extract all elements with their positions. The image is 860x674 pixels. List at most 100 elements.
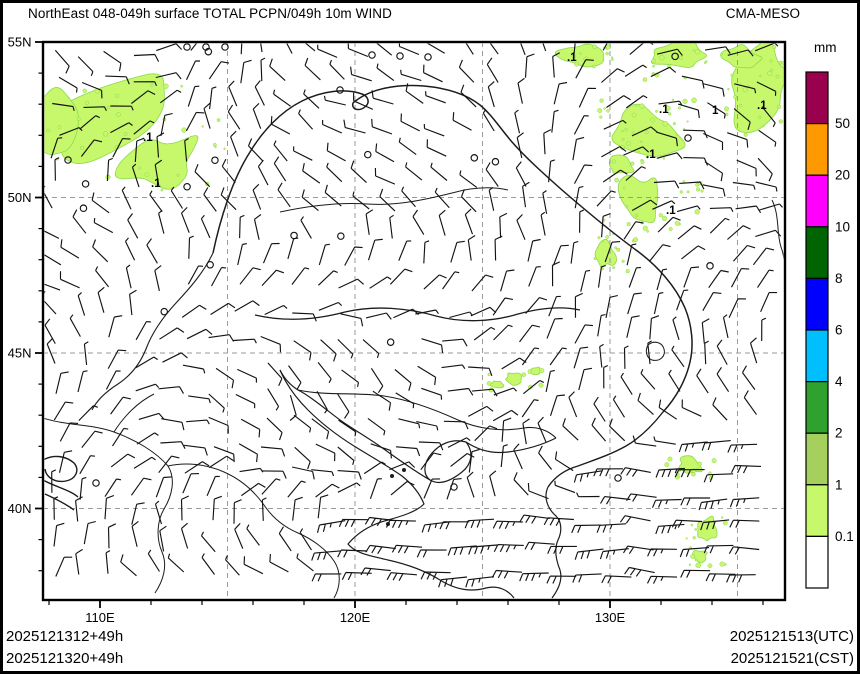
coastline-path <box>279 187 509 213</box>
wind-barb <box>44 318 56 344</box>
wind-barb <box>239 267 261 285</box>
wind-barb <box>421 338 444 353</box>
coastline-path <box>645 341 665 361</box>
wind-barb <box>293 414 312 433</box>
precip-speckle <box>623 186 626 189</box>
wind-barb <box>492 520 523 529</box>
wind-barb <box>323 95 346 106</box>
wind-barb <box>698 498 728 511</box>
wind-barb <box>649 315 660 340</box>
contour-label: .1 <box>646 149 656 161</box>
wind-barb <box>734 83 757 94</box>
wind-barb <box>131 90 156 104</box>
wind-barb <box>230 130 239 157</box>
wind-barb <box>649 244 671 262</box>
wind-barb <box>154 500 163 525</box>
wind-barb <box>112 138 131 158</box>
wind-barb <box>547 545 577 554</box>
wind-barb <box>624 566 655 577</box>
wind-barb <box>434 187 450 209</box>
wind-barb <box>712 397 728 421</box>
wind-barb <box>400 69 422 82</box>
wind-barb <box>625 166 646 181</box>
wind-barb <box>261 470 287 479</box>
wind-barb <box>597 265 606 288</box>
precip-speckle <box>678 55 683 60</box>
wind-barb <box>376 63 395 82</box>
colorbar-tick-label: 50 <box>835 116 850 131</box>
wind-barb <box>657 216 681 233</box>
precip-speckle <box>574 61 579 67</box>
precip-speckle <box>539 367 545 374</box>
coastline-path <box>212 84 693 413</box>
wind-barb <box>727 443 758 453</box>
precip-speckle <box>614 177 619 183</box>
wind-barb <box>672 316 680 340</box>
wind-barb <box>130 477 152 496</box>
wind-barb <box>182 473 200 494</box>
wind-barb <box>326 162 343 183</box>
wind-barb <box>294 446 311 470</box>
wind-barb <box>362 339 380 358</box>
coastline-path <box>44 417 173 594</box>
precip-speckle <box>758 115 762 119</box>
wind-barb <box>105 550 111 574</box>
wind-barb <box>147 549 160 572</box>
precip-speckle <box>694 209 700 215</box>
precip-speckle <box>694 558 698 562</box>
colorbar-segment <box>805 432 829 486</box>
wind-barb <box>206 475 220 497</box>
precip-speckle <box>144 172 150 177</box>
wind-barb <box>551 109 559 133</box>
precip-speckle <box>599 98 604 103</box>
wind-barb <box>527 238 541 262</box>
wind-barb <box>95 266 110 288</box>
calm-wind-circle <box>202 43 210 51</box>
wind-barb <box>426 43 445 54</box>
wind-barb <box>54 49 70 74</box>
wind-barb <box>350 66 372 82</box>
wind-barb <box>389 214 394 239</box>
wind-barb <box>136 432 159 445</box>
wind-barb <box>486 57 499 83</box>
wind-barb <box>389 268 413 285</box>
precip-speckle <box>592 44 597 50</box>
wind-barb <box>288 365 302 390</box>
wind-barb <box>228 80 238 107</box>
wind-barb <box>273 140 288 162</box>
wind-barb <box>676 289 689 311</box>
wind-barb <box>261 497 267 521</box>
coastline-path <box>91 252 214 411</box>
precip-speckle <box>639 103 645 109</box>
wind-barb <box>537 416 547 443</box>
wind-barb <box>341 571 372 581</box>
lat-tick-label: 50N <box>8 190 32 205</box>
precip-speckle <box>727 87 730 91</box>
wind-barb <box>59 422 79 442</box>
wind-barb <box>400 113 420 132</box>
precip-speckle <box>640 160 645 165</box>
wind-barb <box>681 245 706 260</box>
wind-barb <box>299 528 312 551</box>
precip-speckle <box>692 49 695 52</box>
precip-speckle <box>538 382 544 388</box>
precip-speckle <box>106 105 111 110</box>
precip-speckle <box>722 520 728 526</box>
wind-barb <box>58 76 78 93</box>
wind-barb <box>647 548 677 557</box>
precip-speckle <box>593 256 597 261</box>
wind-barb <box>159 89 182 104</box>
precip-speckle <box>616 247 621 252</box>
wind-barb <box>678 441 708 453</box>
precip-speckle <box>223 147 226 150</box>
wind-barb <box>494 235 503 261</box>
precip-speckle <box>160 188 164 192</box>
wind-barb <box>492 297 514 316</box>
wind-barb <box>573 115 589 135</box>
precip-speckle <box>611 56 614 59</box>
wind-barb <box>521 347 540 366</box>
wind-barb <box>442 338 468 347</box>
precip-speckle <box>611 58 614 61</box>
wind-barb <box>552 52 560 78</box>
wind-barb <box>291 267 310 285</box>
